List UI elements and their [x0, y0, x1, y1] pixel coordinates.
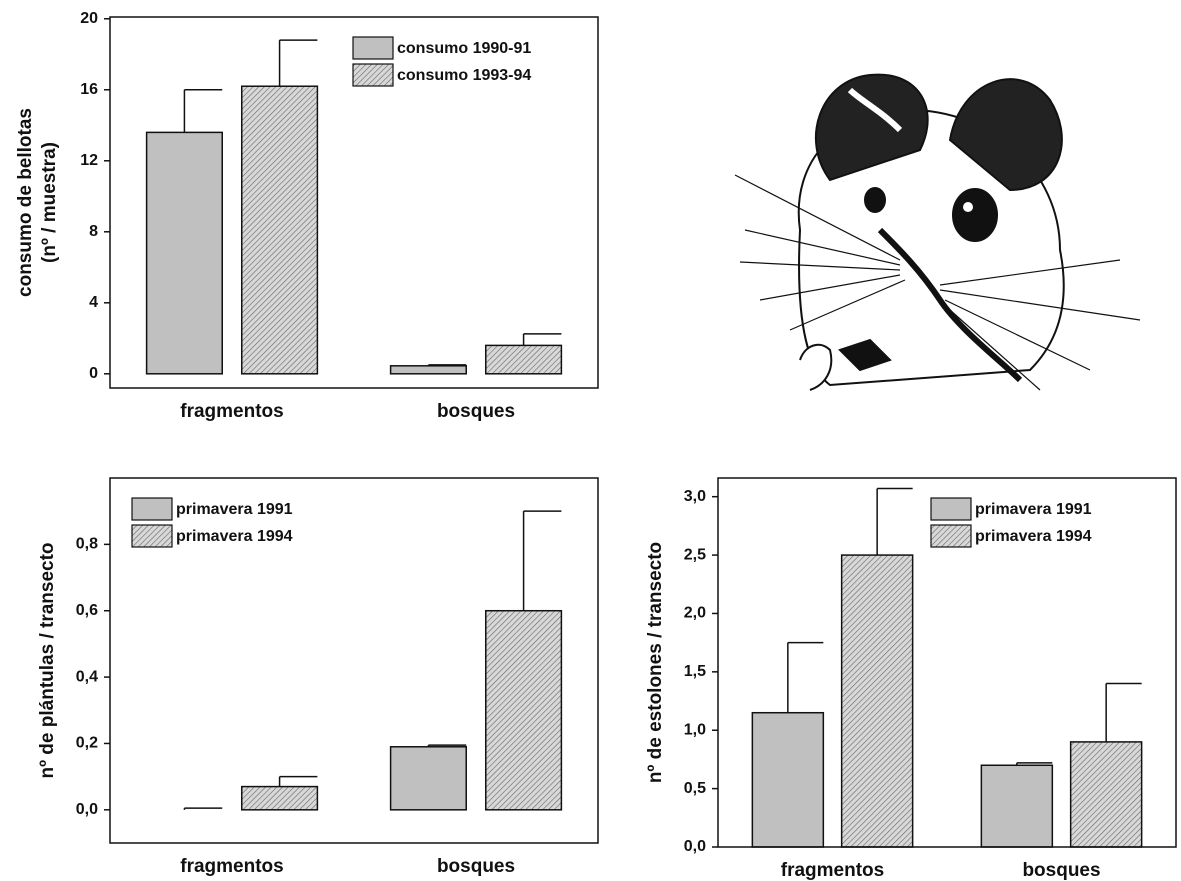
y-tick-label: 0,5: [684, 780, 706, 797]
bar: [1071, 742, 1142, 847]
bar: [391, 366, 467, 374]
page: 0 4 8 12 16 20 fragmentos bosques consumo 1990-9…: [0, 0, 1181, 881]
y-tick-label: 2,0: [684, 605, 706, 622]
error-bar: [524, 511, 562, 611]
legend-swatch: [353, 37, 393, 59]
legend-swatch: [931, 498, 971, 520]
x-tick-label: fragmentos: [781, 860, 884, 881]
x-tick-label: bosques: [437, 856, 515, 877]
y-tick-label: 2,5: [684, 546, 706, 563]
legend-swatch: [132, 498, 172, 520]
x-tick-label: fragmentos: [180, 856, 283, 877]
bar: [842, 555, 913, 847]
bar: [752, 713, 823, 847]
y-axis-label: (nº / muestra): [39, 142, 60, 263]
y-tick-label: 3,0: [684, 488, 706, 505]
y-tick-label: 1,5: [684, 663, 706, 680]
y-tick-label: 1,0: [684, 721, 706, 738]
y-axis-label: consumo de bellotas: [15, 108, 36, 297]
error-bar: [280, 777, 318, 787]
y-tick-label: 0,0: [684, 838, 706, 855]
y-tick-label: 0,0: [76, 801, 98, 818]
y-axis-label: nº de plántulas / transecto: [37, 542, 58, 778]
legend-label: primavera 1994: [176, 528, 293, 545]
legend-swatch: [353, 64, 393, 86]
bar: [486, 611, 562, 810]
x-tick-label: bosques: [1022, 860, 1100, 881]
y-tick-label: 0: [89, 365, 98, 382]
y-tick-label: 12: [80, 152, 98, 169]
x-tick-label: fragmentos: [180, 401, 283, 422]
bar: [981, 765, 1052, 847]
mouse-illustration: [735, 75, 1140, 390]
error-bar: [184, 808, 222, 810]
bar: [486, 345, 562, 373]
bar: [147, 132, 223, 373]
y-tick-label: 0,8: [76, 536, 98, 553]
legend-label: consumo 1990-91: [397, 40, 531, 57]
figure: 0 4 8 12 16 20 fragmentos bosques consumo 1990-9…: [0, 0, 1181, 881]
y-tick-label: 0,4: [76, 668, 98, 685]
error-bar: [788, 643, 823, 713]
legend-label: consumo 1993-94: [397, 67, 531, 84]
y-tick-label: 8: [89, 223, 98, 240]
bar: [242, 86, 318, 374]
error-bar: [877, 489, 912, 556]
y-tick-label: 4: [89, 294, 98, 311]
y-tick-label: 0,6: [76, 602, 98, 619]
legend-swatch: [931, 525, 971, 547]
y-tick-label: 20: [80, 10, 98, 27]
x-tick-label: bosques: [437, 401, 515, 422]
legend-label: primavera 1994: [975, 528, 1092, 545]
y-axis-label: nº de estolones / transecto: [645, 542, 666, 783]
bar: [242, 787, 318, 810]
error-bar: [280, 40, 318, 86]
error-bar: [1106, 684, 1141, 742]
y-tick-label: 0,2: [76, 735, 98, 752]
error-bar: [524, 334, 562, 346]
bar: [391, 747, 467, 810]
error-bar: [184, 90, 222, 133]
legend-swatch: [132, 525, 172, 547]
y-tick-label: 16: [80, 81, 98, 98]
legend-label: primavera 1991: [176, 501, 293, 518]
legend-label: primavera 1991: [975, 501, 1092, 518]
